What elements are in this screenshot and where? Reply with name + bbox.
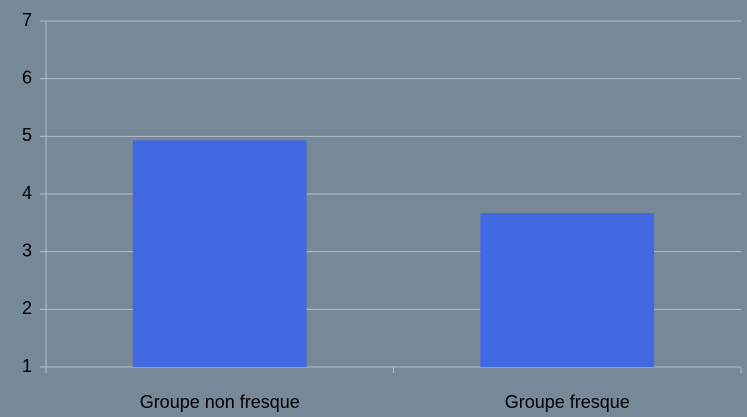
y-tick-label: 1: [22, 356, 32, 376]
y-tick-label: 2: [22, 298, 32, 318]
bar: [480, 213, 655, 367]
y-tick-label: 6: [22, 67, 32, 87]
x-tick-label: Groupe non fresque: [140, 392, 300, 412]
y-tick-label: 5: [22, 125, 32, 145]
bar: [132, 140, 307, 367]
y-tick-label: 7: [22, 10, 32, 30]
x-tick-label: Groupe fresque: [505, 392, 630, 412]
y-tick-label: 4: [22, 183, 32, 203]
y-tick-label: 3: [22, 240, 32, 260]
